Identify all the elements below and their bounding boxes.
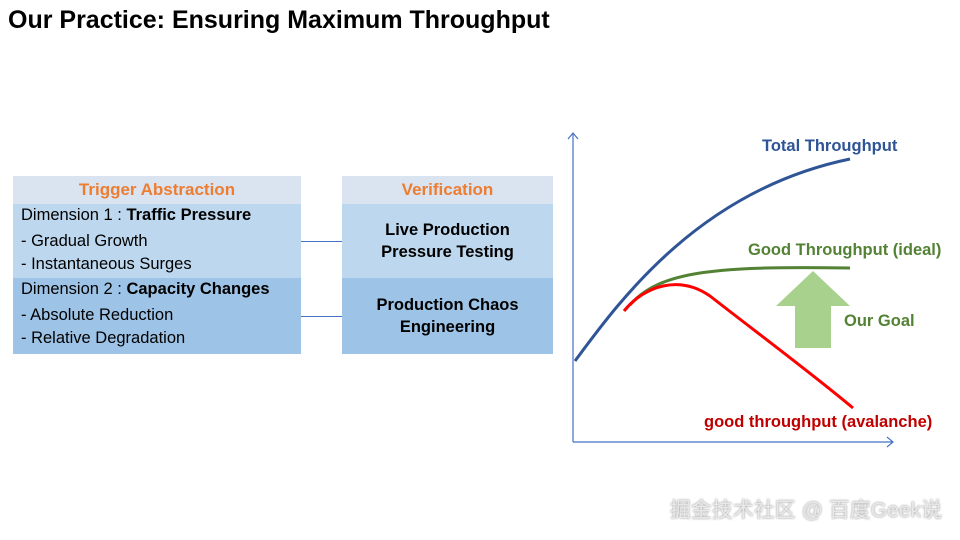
our-goal-label: Our Goal bbox=[844, 312, 915, 330]
dimension-1-item: - Instantaneous Surges bbox=[21, 255, 192, 273]
watermark: 掘金技术社区 @ 百度Geek说 bbox=[669, 499, 942, 522]
verification-chaos-engineering: Production Chaos Engineering bbox=[342, 278, 553, 354]
dimension-2-name: Capacity Changes bbox=[126, 280, 270, 298]
avalanche-throughput-label: good throughput (avalanche) bbox=[704, 413, 933, 431]
dimension-2-block: Dimension 2 : Capacity Changes - Absolut… bbox=[13, 278, 301, 354]
dimension-2-title: Dimension 2 : Capacity Changes bbox=[13, 278, 301, 300]
dimension-2-item: - Relative Degradation bbox=[21, 329, 186, 347]
connector-line bbox=[301, 316, 342, 317]
total-throughput-label: Total Throughput bbox=[762, 137, 898, 155]
y-axis bbox=[567, 132, 579, 442]
dimension-1-item: - Gradual Growth bbox=[21, 232, 148, 250]
dimension-1-block: Dimension 1 : Traffic Pressure - Gradual… bbox=[13, 204, 301, 278]
verification-live-pressure-testing: Live Production Pressure Testing bbox=[342, 204, 553, 278]
verification-line: Production Chaos bbox=[376, 296, 519, 314]
dimension-2-item: - Absolute Reduction bbox=[21, 306, 174, 324]
connector-line bbox=[301, 241, 342, 242]
dimension-1-prefix: Dimension 1 : bbox=[21, 206, 127, 224]
dimension-1-title: Dimension 1 : Traffic Pressure bbox=[13, 204, 301, 226]
verification-header: Verification bbox=[342, 176, 553, 204]
goal-arrow-icon bbox=[776, 271, 850, 348]
verification-line: Live Production bbox=[385, 221, 510, 239]
total-throughput-curve bbox=[573, 157, 851, 362]
trigger-header: Trigger Abstraction bbox=[13, 176, 301, 204]
ideal-throughput-label: Good Throughput (ideal) bbox=[748, 241, 942, 259]
page-title: Our Practice: Ensuring Maximum Throughpu… bbox=[8, 6, 550, 34]
verification-line: Pressure Testing bbox=[381, 243, 514, 261]
dimension-2-prefix: Dimension 2 : bbox=[21, 280, 127, 298]
x-axis bbox=[573, 436, 894, 448]
avalanche-throughput-curve bbox=[622, 283, 854, 410]
verification-line: Engineering bbox=[399, 318, 496, 336]
dimension-1-name: Traffic Pressure bbox=[126, 206, 252, 224]
